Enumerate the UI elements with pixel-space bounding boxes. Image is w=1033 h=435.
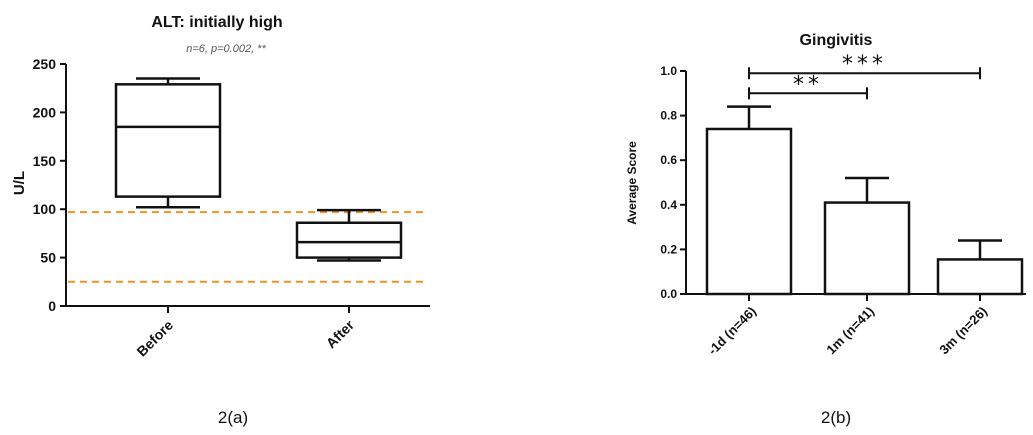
chart-b-ylabel: Average Score xyxy=(625,141,639,225)
chart-b-significance: ***** xyxy=(748,52,981,100)
chart-a-ytick-label-4: 200 xyxy=(33,104,57,120)
chart-a-ytick-label-5: 250 xyxy=(33,56,57,72)
chart-b-bars xyxy=(705,105,1024,296)
chart-a-ytick-label-2: 100 xyxy=(33,201,57,217)
chart-b-bar-2 xyxy=(936,258,1024,296)
chart-b: Gingivitis Average Score 0.0 0.2 0.4 0.6 0.8… xyxy=(625,32,1026,427)
chart-a-ytick-label-1: 50 xyxy=(40,250,56,266)
chart-b-ytick-label-0: 0.0 xyxy=(660,287,677,301)
chart-b-xtick-label-0: -1d (n=46) xyxy=(705,304,759,358)
chart-a-caption: 2(a) xyxy=(218,408,248,427)
chart-a-x-axis-ticks: Before After xyxy=(133,306,358,360)
chart-b-ytick-label-3: 0.6 xyxy=(660,153,677,167)
chart-b-bar-0 xyxy=(705,127,793,296)
chart-b-sig-label-1: *** xyxy=(842,52,887,77)
chart-b-title: Gingivitis xyxy=(800,32,873,49)
chart-a-ytick-label-0: 0 xyxy=(48,298,56,314)
chart-a-y-axis-ticks: 0 50 100 150 200 250 xyxy=(33,56,66,314)
chart-a-reference-lines xyxy=(68,211,428,283)
chart-b-xtick-label-2: 3m (n=26) xyxy=(936,304,990,358)
chart-b-xtick-label-1: 1m (n=41) xyxy=(823,304,877,358)
chart-b-y-axis-ticks: 0.0 0.2 0.4 0.6 0.8 1.0 xyxy=(660,64,686,301)
chart-b-ytick-label-5: 1.0 xyxy=(660,64,677,78)
chart-a-xtick-label-0: Before xyxy=(133,317,176,360)
chart-b-bar-1 xyxy=(823,201,911,296)
chart-a-ytick-label-3: 150 xyxy=(33,153,57,169)
chart-b-ytick-label-2: 0.4 xyxy=(660,198,677,212)
chart-a-box-0-body xyxy=(114,83,222,198)
chart-b-sig-label-0: ** xyxy=(793,72,823,97)
chart-a-box-1-body xyxy=(295,221,403,259)
chart-a-boxes xyxy=(114,77,403,262)
chart-b-ytick-label-1: 0.2 xyxy=(660,242,677,256)
chart-a-ylabel: U/L xyxy=(11,171,28,195)
chart-b-x-axis-ticks: -1d (n=46) 1m (n=41) 3m (n=26) xyxy=(705,294,990,358)
chart-a: ALT: initially high n=6, p=0.002, ** U/L… xyxy=(11,14,430,427)
chart-a-xtick-label-1: After xyxy=(323,316,358,351)
chart-b-ytick-label-4: 0.8 xyxy=(660,109,677,123)
chart-a-subtitle: n=6, p=0.002, ** xyxy=(186,43,266,55)
chart-a-title: ALT: initially high xyxy=(151,14,282,31)
chart-b-caption: 2(b) xyxy=(821,408,851,427)
